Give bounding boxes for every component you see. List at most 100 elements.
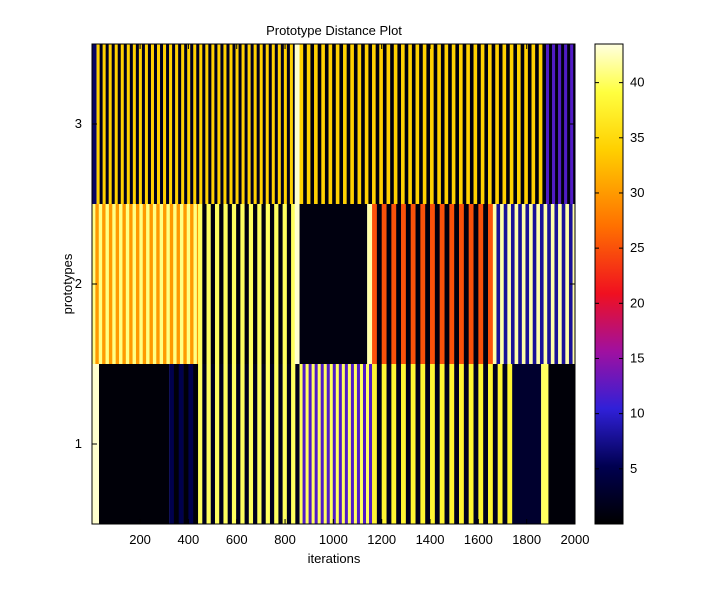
x-tick-label: 400 xyxy=(178,532,200,547)
heatmap-cell xyxy=(397,44,402,204)
heatmap-cell xyxy=(236,364,241,524)
heatmap-cell xyxy=(253,364,258,524)
heatmap-cell xyxy=(415,44,420,204)
heatmap-cell xyxy=(305,364,309,524)
heatmap-cell xyxy=(280,44,285,204)
heatmap-cell xyxy=(214,204,220,364)
heatmap-cell xyxy=(473,204,479,364)
heatmap-cell xyxy=(261,364,267,524)
heatmap-cell xyxy=(286,44,291,204)
heatmap-cell xyxy=(506,44,511,204)
colorbar-tick-label: 5 xyxy=(630,461,637,476)
heatmap-cell xyxy=(440,44,445,204)
heatmap-cell xyxy=(210,364,216,524)
heatmap-cell xyxy=(420,364,426,524)
heatmap-cell xyxy=(463,204,469,364)
heatmap-cell xyxy=(521,204,526,364)
heatmap-cell xyxy=(405,204,411,364)
heatmap-cell xyxy=(291,364,296,524)
heatmap-cell xyxy=(173,204,177,364)
heatmap-cell xyxy=(488,204,494,364)
heatmap-cell xyxy=(525,204,530,364)
heatmap-cell xyxy=(119,204,123,364)
heatmap-cell xyxy=(163,44,167,204)
heatmap-cell xyxy=(401,204,407,364)
heatmap-cell xyxy=(256,44,260,204)
heatmap-cell xyxy=(156,204,160,364)
heatmap-cell xyxy=(473,44,478,204)
heatmap-cell xyxy=(539,204,544,364)
heatmap-cell xyxy=(217,44,221,204)
heatmap-cell xyxy=(135,204,140,364)
heatmap-cell xyxy=(184,44,188,204)
heatmap-cell xyxy=(183,364,189,524)
heatmap-cell xyxy=(459,44,463,204)
heatmap-cell xyxy=(271,44,276,204)
heatmap-cell xyxy=(347,364,352,524)
heatmap-cell xyxy=(198,364,203,524)
heatmap-cell xyxy=(295,364,300,524)
heatmap-cell xyxy=(115,204,120,364)
heatmap-cell xyxy=(238,44,242,204)
heatmap-cell xyxy=(495,44,500,204)
heatmap-cell xyxy=(484,44,489,204)
colorbar-tick-label: 25 xyxy=(630,240,644,255)
heatmap-cell xyxy=(379,44,384,204)
heatmap-cell xyxy=(546,44,550,204)
heatmap-cell xyxy=(564,44,568,204)
x-tick-label: 600 xyxy=(226,532,248,547)
heatmap-cell xyxy=(257,204,262,364)
heatmap-cell xyxy=(381,204,387,364)
heatmap-cell xyxy=(382,44,387,204)
heatmap-cell xyxy=(401,44,405,204)
heatmap-cell xyxy=(454,364,460,524)
heatmap-area xyxy=(92,44,576,524)
heatmap-cell xyxy=(393,44,398,204)
heatmap-cell xyxy=(159,204,164,364)
heatmap-cell xyxy=(310,44,315,204)
heatmap-cell xyxy=(529,204,534,364)
heatmap-cell xyxy=(478,204,484,364)
heatmap-cell xyxy=(391,364,397,524)
heatmap-cell xyxy=(240,204,245,364)
heatmap-cell xyxy=(265,204,271,364)
heatmap-cell xyxy=(372,44,376,204)
heatmap-cell xyxy=(372,364,378,524)
heatmap-cell xyxy=(102,204,106,364)
colorbar xyxy=(594,43,624,525)
heatmap-cell xyxy=(368,44,373,204)
heatmap-cell xyxy=(561,44,565,204)
heatmap-cell xyxy=(303,44,308,204)
heatmap-cell xyxy=(518,204,523,364)
heatmap-cell xyxy=(558,204,563,364)
heatmap-cell xyxy=(244,204,250,364)
colorbar-tick-label: 35 xyxy=(630,130,644,145)
heatmap-cell xyxy=(122,204,127,364)
heatmap-cell xyxy=(492,364,498,524)
heatmap-cell xyxy=(524,44,529,204)
heatmap-cell xyxy=(278,204,283,364)
heatmap-cell xyxy=(372,204,378,364)
heatmap-cell xyxy=(166,204,171,364)
heatmap-cell xyxy=(496,204,501,364)
heatmap-cell xyxy=(294,204,300,364)
heatmap-cell xyxy=(193,44,197,204)
heatmap-cell xyxy=(547,204,552,364)
heatmap-cell xyxy=(166,44,170,204)
heatmap-cell xyxy=(541,364,549,524)
heatmap-cell xyxy=(147,44,152,204)
chart-title: Prototype Distance Plot xyxy=(266,23,402,38)
heatmap-cell xyxy=(223,364,228,524)
heatmap-cell xyxy=(344,364,349,524)
heatmap-cell xyxy=(299,44,304,204)
heatmap-cell xyxy=(507,364,513,524)
heatmap-cell xyxy=(186,204,191,364)
heatmap-cell xyxy=(302,364,306,524)
heatmap-cell xyxy=(257,364,262,524)
heatmap-cell xyxy=(503,204,508,364)
heatmap-cell xyxy=(386,44,391,204)
heatmap-cell xyxy=(538,44,543,204)
heatmap-cell xyxy=(277,44,282,204)
heatmap-cell xyxy=(401,364,407,524)
heatmap-cell xyxy=(350,364,355,524)
